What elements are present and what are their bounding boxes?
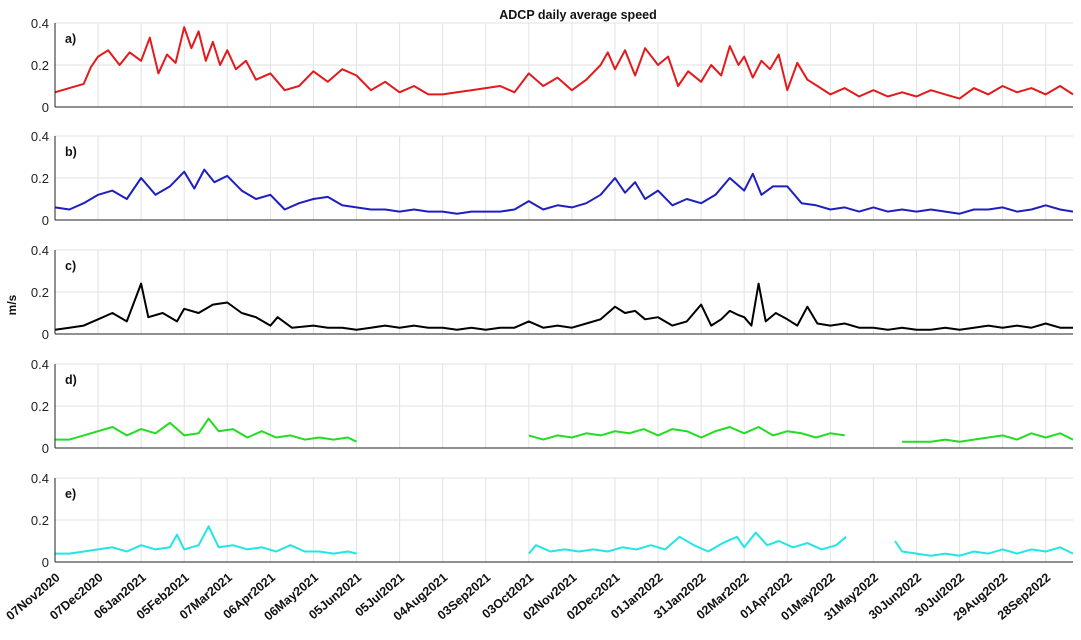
y-tick-label: 0 xyxy=(42,100,49,115)
y-tick-label: 0.2 xyxy=(31,171,49,186)
x-tick-labels: 07Nov202007Dec202006Jan202105Feb202107Ma… xyxy=(4,570,1054,623)
panels-layer: 0 0.2 0.4 a) 0 0.2 0.4 b) 0 0.2 0.4 c) 0 0.2 0.4 d) 0 0.2… xyxy=(31,16,1074,570)
panel-label: e) xyxy=(65,487,76,501)
series-line xyxy=(54,26,1074,100)
y-tick-label: 0.2 xyxy=(31,285,49,300)
panel-1: 0 0.2 0.4 a) xyxy=(31,16,1074,115)
y-tick-label: 0.4 xyxy=(31,471,49,486)
panel-2: 0 0.2 0.4 b) xyxy=(31,129,1074,228)
y-tick-label: 0 xyxy=(42,441,49,456)
y-tick-label: 0.4 xyxy=(31,243,49,258)
y-axis-label: m/s xyxy=(5,294,19,315)
y-tick-label: 0 xyxy=(42,555,49,570)
series-line xyxy=(528,426,845,441)
series-line xyxy=(55,417,357,443)
y-tick-label: 0.2 xyxy=(31,399,49,414)
chart-title: ADCP daily average speed xyxy=(499,8,656,22)
panel-label: b) xyxy=(65,145,77,159)
y-tick-label: 0.4 xyxy=(31,16,49,31)
series-line xyxy=(54,282,1073,331)
panel-label: d) xyxy=(65,373,77,387)
panel-3: 0 0.2 0.4 c) xyxy=(31,243,1073,342)
y-tick-label: 0 xyxy=(42,327,49,342)
series-line xyxy=(528,531,847,555)
y-tick-label: 0.2 xyxy=(31,513,49,528)
panel-label: a) xyxy=(65,32,76,46)
y-tick-label: 0.4 xyxy=(31,357,49,372)
panel-label: c) xyxy=(65,259,76,273)
series-line xyxy=(894,540,1074,557)
y-tick-label: 0.4 xyxy=(31,129,49,144)
series-line xyxy=(902,432,1074,443)
y-tick-label: 0 xyxy=(42,213,49,228)
panel-5: 0 0.2 0.4 e) xyxy=(31,471,1074,570)
panel-4: 0 0.2 0.4 d) xyxy=(31,357,1074,456)
series-line xyxy=(55,525,357,555)
series-line xyxy=(54,168,1074,215)
y-tick-label: 0.2 xyxy=(31,58,49,73)
